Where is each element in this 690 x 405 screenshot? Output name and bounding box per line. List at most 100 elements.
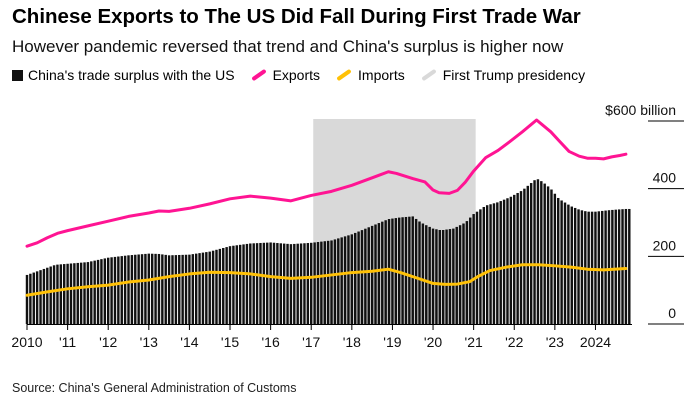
- surplus-bar: [455, 226, 458, 324]
- surplus-bar: [76, 262, 79, 324]
- surplus-bar: [509, 196, 513, 324]
- surplus-bar: [178, 254, 181, 324]
- surplus-bar: [103, 258, 107, 324]
- surplus-bar: [374, 224, 377, 324]
- surplus-bar: [428, 226, 431, 324]
- surplus-bar: [475, 211, 479, 324]
- surplus-bar: [414, 218, 418, 324]
- y-tick-label-200: 200: [653, 237, 677, 253]
- surplus-bar: [86, 262, 90, 324]
- surplus-bar: [191, 254, 195, 324]
- surplus-bar: [438, 230, 442, 324]
- surplus-bar: [66, 263, 69, 324]
- surplus-bar: [194, 253, 198, 324]
- surplus-bar: [472, 214, 475, 324]
- surplus-bar: [377, 223, 381, 324]
- surplus-bar: [367, 227, 370, 324]
- surplus-bar: [543, 183, 546, 324]
- surplus-bar: [607, 210, 611, 324]
- surplus-bar: [489, 204, 492, 324]
- surplus-bar: [296, 243, 299, 324]
- surplus-bar: [506, 198, 509, 324]
- surplus-bar: [198, 253, 201, 324]
- surplus-bar: [387, 219, 391, 324]
- surplus-bar: [611, 209, 614, 324]
- surplus-bar: [573, 207, 577, 324]
- surplus-bar: [140, 254, 144, 324]
- x-tick-label-2023: '23: [546, 334, 564, 350]
- surplus-bar: [289, 244, 293, 324]
- surplus-bar: [154, 253, 157, 324]
- surplus-bar: [266, 242, 269, 324]
- surplus-bar: [492, 203, 496, 324]
- surplus-bar: [245, 243, 249, 324]
- surplus-bar: [262, 242, 266, 324]
- surplus-bar: [452, 228, 455, 324]
- surplus-bar: [29, 273, 32, 324]
- surplus-bar: [215, 249, 218, 324]
- surplus-bar: [205, 252, 208, 324]
- y-tick-label-600: $600 billion: [605, 102, 676, 118]
- surplus-bar: [157, 253, 161, 324]
- surplus-bar: [242, 244, 245, 324]
- surplus-bar: [106, 257, 110, 324]
- surplus-bar: [32, 272, 35, 324]
- x-tick-label-2020: '20: [424, 334, 442, 350]
- surplus-bar: [73, 263, 76, 324]
- surplus-bar: [232, 245, 235, 324]
- surplus-bar: [435, 229, 438, 324]
- legend-item-exports: Exports: [250, 67, 320, 83]
- surplus-bar: [90, 261, 93, 324]
- surplus-bar: [249, 243, 252, 324]
- surplus-bar: [523, 188, 526, 324]
- surplus-bar: [96, 259, 100, 324]
- surplus-bar: [357, 231, 360, 324]
- imports-line: [25, 263, 628, 297]
- surplus-bar: [120, 256, 123, 324]
- surplus-bar: [286, 243, 289, 324]
- surplus-bar: [117, 256, 120, 324]
- source-note: Source: China's General Administration o…: [12, 381, 297, 395]
- x-tick-label-2011: '11: [59, 334, 76, 350]
- surplus-bar: [46, 267, 49, 324]
- surplus-bar: [188, 254, 191, 324]
- surplus-bar: [255, 243, 259, 324]
- surplus-bar: [320, 241, 323, 324]
- surplus-bar: [563, 202, 567, 324]
- surplus-bar: [225, 247, 228, 324]
- surplus-bar: [174, 255, 178, 324]
- surplus-bar: [360, 230, 364, 324]
- surplus-bar: [343, 236, 347, 324]
- surplus-bar: [462, 223, 465, 324]
- legend-label-presidency: First Trump presidency: [442, 67, 586, 83]
- surplus-bar: [161, 254, 164, 324]
- surplus-bar: [181, 254, 184, 324]
- surplus-bar: [137, 254, 140, 324]
- surplus-bar: [218, 248, 222, 324]
- surplus-bar: [502, 199, 506, 324]
- surplus-bar: [222, 247, 225, 324]
- surplus-bar: [570, 206, 573, 324]
- surplus-bar: [42, 268, 46, 324]
- surplus-bar: [144, 253, 147, 324]
- surplus-bar: [621, 209, 624, 324]
- y-tick-label-0: 0: [668, 305, 676, 321]
- surplus-bar: [127, 255, 130, 324]
- surplus-bar: [326, 240, 330, 324]
- surplus-bar: [614, 209, 617, 324]
- surplus-bar: [550, 189, 553, 324]
- surplus-bar: [272, 242, 276, 324]
- surplus-bar: [100, 259, 103, 324]
- surplus-bar: [52, 265, 56, 324]
- surplus-bar: [93, 260, 96, 324]
- chart-title: Chinese Exports to The US Did Fall Durin…: [12, 5, 581, 28]
- surplus-bar: [499, 201, 502, 324]
- surplus-bar: [533, 180, 536, 324]
- surplus-bar: [201, 252, 205, 324]
- surplus-bar: [276, 243, 279, 324]
- surplus-bar: [293, 243, 296, 324]
- surplus-bar: [546, 186, 550, 324]
- surplus-bar: [465, 221, 469, 324]
- x-tick-label-2014: '14: [180, 334, 198, 350]
